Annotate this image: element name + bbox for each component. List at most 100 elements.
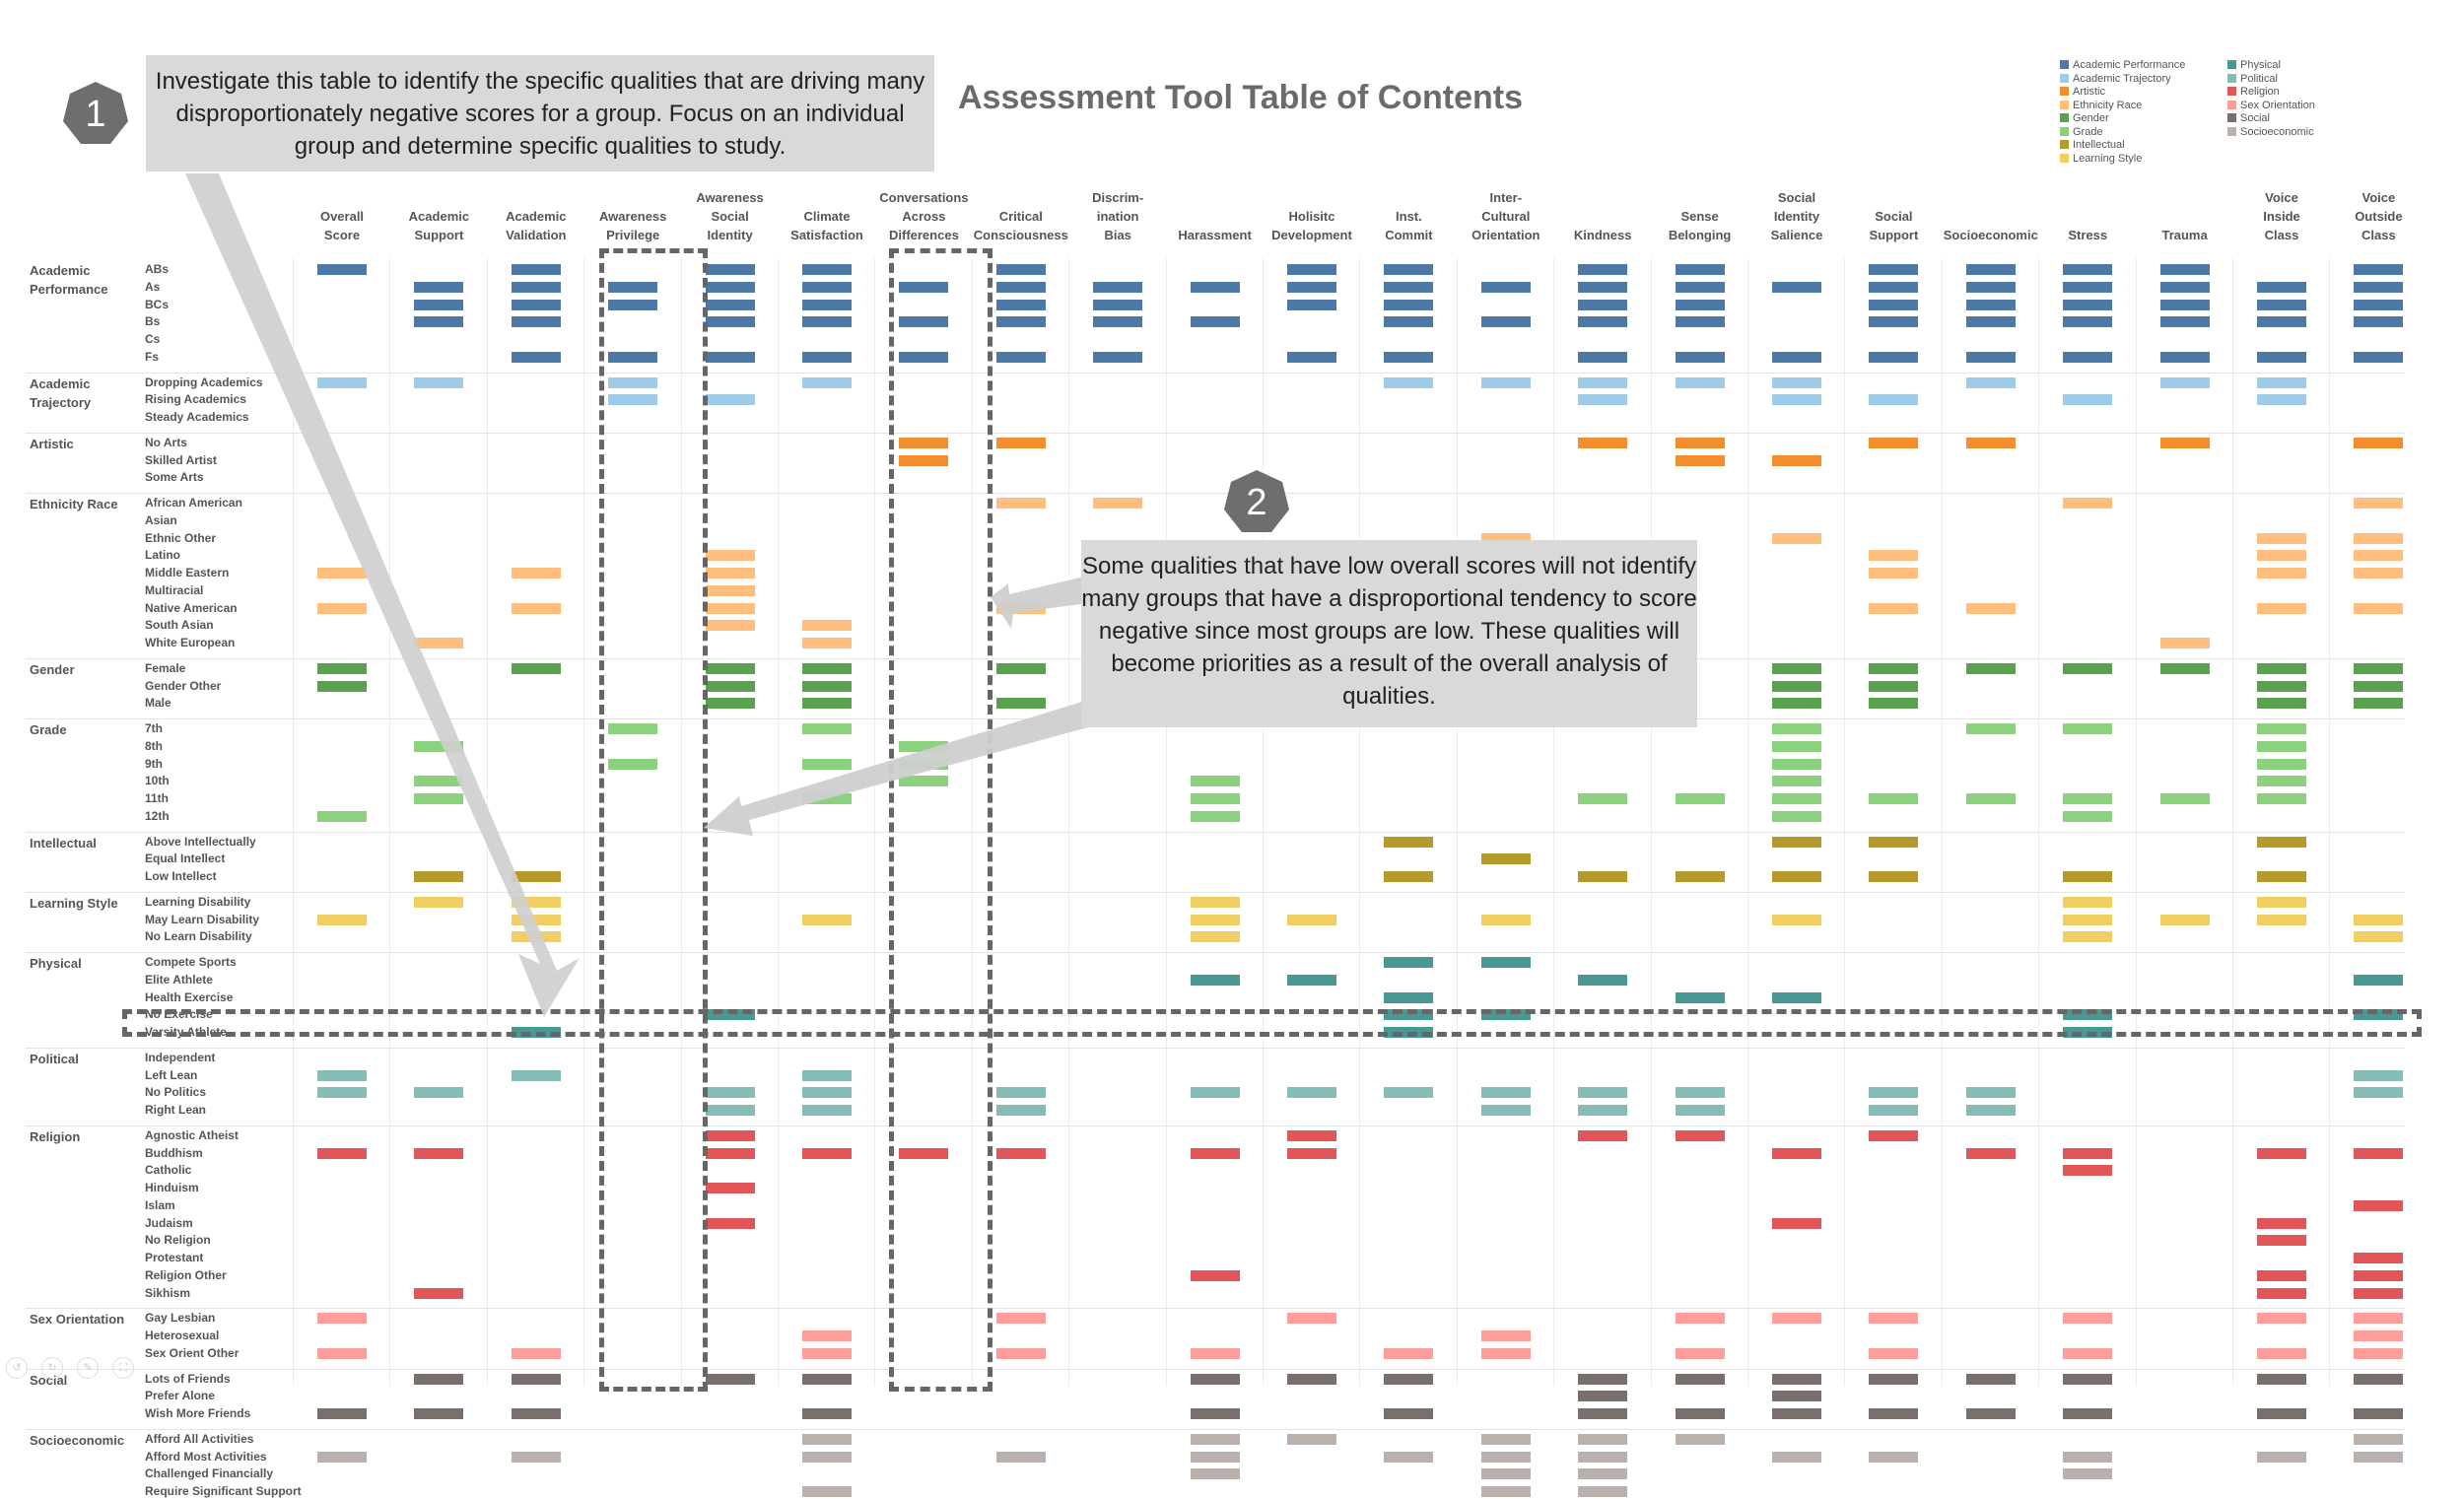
negative-score-mark[interactable]: [1190, 974, 1240, 986]
negative-score-mark[interactable]: [802, 1486, 852, 1497]
negative-score-mark[interactable]: [2354, 1199, 2404, 1211]
negative-score-mark[interactable]: [1675, 1347, 1725, 1359]
negative-score-mark[interactable]: [1869, 1373, 1919, 1385]
negative-score-mark[interactable]: [2257, 662, 2306, 674]
negative-score-mark[interactable]: [1190, 1147, 1240, 1159]
negative-score-mark[interactable]: [2257, 793, 2306, 804]
negative-score-mark[interactable]: [511, 914, 561, 925]
negative-score-mark[interactable]: [802, 662, 852, 674]
negative-score-mark[interactable]: [414, 896, 464, 908]
negative-score-mark[interactable]: [1190, 1433, 1240, 1445]
negative-score-mark[interactable]: [511, 871, 561, 882]
legend-item[interactable]: Learning Style: [2060, 153, 2142, 166]
negative-score-mark[interactable]: [2257, 299, 2306, 310]
negative-score-mark[interactable]: [802, 1330, 852, 1341]
negative-score-mark[interactable]: [2257, 316, 2306, 328]
negative-score-mark[interactable]: [802, 698, 852, 710]
negative-score-mark[interactable]: [1675, 793, 1725, 804]
column-header[interactable]: Voice Inside Class: [2263, 190, 2300, 242]
negative-score-mark[interactable]: [1287, 1087, 1336, 1099]
negative-score-mark[interactable]: [1578, 281, 1628, 293]
column-header[interactable]: Socioeconomic: [1943, 228, 2038, 242]
negative-score-mark[interactable]: [1772, 281, 1821, 293]
negative-score-mark[interactable]: [2063, 896, 2113, 908]
negative-score-mark[interactable]: [705, 550, 755, 562]
negative-score-mark[interactable]: [1772, 1313, 1821, 1325]
negative-score-mark[interactable]: [2354, 1253, 2404, 1263]
negative-score-mark[interactable]: [1287, 1147, 1336, 1159]
negative-score-mark[interactable]: [1675, 376, 1725, 388]
negative-score-mark[interactable]: [2257, 1313, 2306, 1325]
negative-score-mark[interactable]: [1869, 662, 1919, 674]
negative-score-mark[interactable]: [1869, 1087, 1919, 1099]
negative-score-mark[interactable]: [1965, 1373, 2016, 1385]
negative-score-mark[interactable]: [1869, 550, 1919, 562]
negative-score-mark[interactable]: [899, 281, 949, 293]
negative-score-mark[interactable]: [1675, 437, 1725, 448]
negative-score-mark[interactable]: [2354, 698, 2404, 710]
negative-score-mark[interactable]: [1578, 351, 1628, 363]
negative-score-mark[interactable]: [1384, 299, 1434, 310]
negative-score-mark[interactable]: [802, 1451, 852, 1463]
negative-score-mark[interactable]: [2063, 1147, 2113, 1159]
negative-score-mark[interactable]: [1093, 299, 1143, 310]
negative-score-mark[interactable]: [995, 1313, 1046, 1325]
negative-score-mark[interactable]: [899, 740, 949, 752]
negative-score-mark[interactable]: [2159, 662, 2210, 674]
negative-score-mark[interactable]: [2063, 810, 2113, 822]
negative-score-mark[interactable]: [1772, 394, 1821, 406]
negative-score-mark[interactable]: [1093, 351, 1143, 363]
negative-score-mark[interactable]: [1578, 871, 1628, 882]
negative-score-mark[interactable]: [1287, 264, 1336, 275]
negative-score-mark[interactable]: [1480, 914, 1531, 925]
negative-score-mark[interactable]: [2257, 602, 2306, 614]
negative-score-mark[interactable]: [317, 1087, 367, 1099]
negative-score-mark[interactable]: [995, 281, 1046, 293]
negative-score-mark[interactable]: [317, 376, 367, 388]
negative-score-mark[interactable]: [2063, 264, 2113, 275]
legend-item[interactable]: Intellectual: [2060, 139, 2125, 152]
negative-score-mark[interactable]: [608, 394, 658, 406]
negative-score-mark[interactable]: [2257, 1269, 2306, 1281]
negative-score-mark[interactable]: [2354, 1330, 2404, 1341]
negative-score-mark[interactable]: [1480, 1330, 1531, 1341]
negative-score-mark[interactable]: [608, 723, 658, 734]
negative-score-mark[interactable]: [414, 376, 464, 388]
column-header[interactable]: Awareness Social Identity: [696, 190, 764, 242]
negative-score-mark[interactable]: [1772, 1391, 1821, 1402]
negative-score-mark[interactable]: [1772, 376, 1821, 388]
negative-score-mark[interactable]: [1578, 1486, 1628, 1497]
negative-score-mark[interactable]: [802, 1408, 852, 1419]
negative-score-mark[interactable]: [1965, 602, 2016, 614]
negative-score-mark[interactable]: [1578, 793, 1628, 804]
negative-score-mark[interactable]: [2257, 394, 2306, 406]
negative-score-mark[interactable]: [2063, 1347, 2113, 1359]
negative-score-mark[interactable]: [802, 1147, 852, 1159]
negative-score-mark[interactable]: [2354, 974, 2404, 986]
negative-score-mark[interactable]: [317, 1451, 367, 1463]
negative-score-mark[interactable]: [899, 351, 949, 363]
negative-score-mark[interactable]: [511, 316, 561, 328]
negative-score-mark[interactable]: [1965, 351, 2016, 363]
negative-score-mark[interactable]: [995, 1147, 1046, 1159]
negative-score-mark[interactable]: [2257, 776, 2306, 787]
negative-score-mark[interactable]: [1675, 316, 1725, 328]
negative-score-mark[interactable]: [705, 281, 755, 293]
negative-score-mark[interactable]: [1772, 836, 1821, 848]
negative-score-mark[interactable]: [1869, 871, 1919, 882]
negative-score-mark[interactable]: [2257, 758, 2306, 770]
column-header[interactable]: Harassment: [1178, 228, 1252, 242]
negative-score-mark[interactable]: [1772, 1217, 1821, 1229]
negative-score-mark[interactable]: [2063, 316, 2113, 328]
negative-score-mark[interactable]: [1287, 1313, 1336, 1325]
negative-score-mark[interactable]: [2063, 498, 2113, 509]
negative-score-mark[interactable]: [1869, 264, 1919, 275]
negative-score-mark[interactable]: [1480, 853, 1531, 865]
negative-score-mark[interactable]: [414, 281, 464, 293]
negative-score-mark[interactable]: [2354, 602, 2404, 614]
negative-score-mark[interactable]: [1869, 568, 1919, 579]
negative-score-mark[interactable]: [414, 871, 464, 882]
negative-score-mark[interactable]: [2257, 1408, 2306, 1419]
negative-score-mark[interactable]: [2257, 698, 2306, 710]
negative-score-mark[interactable]: [2354, 914, 2404, 925]
